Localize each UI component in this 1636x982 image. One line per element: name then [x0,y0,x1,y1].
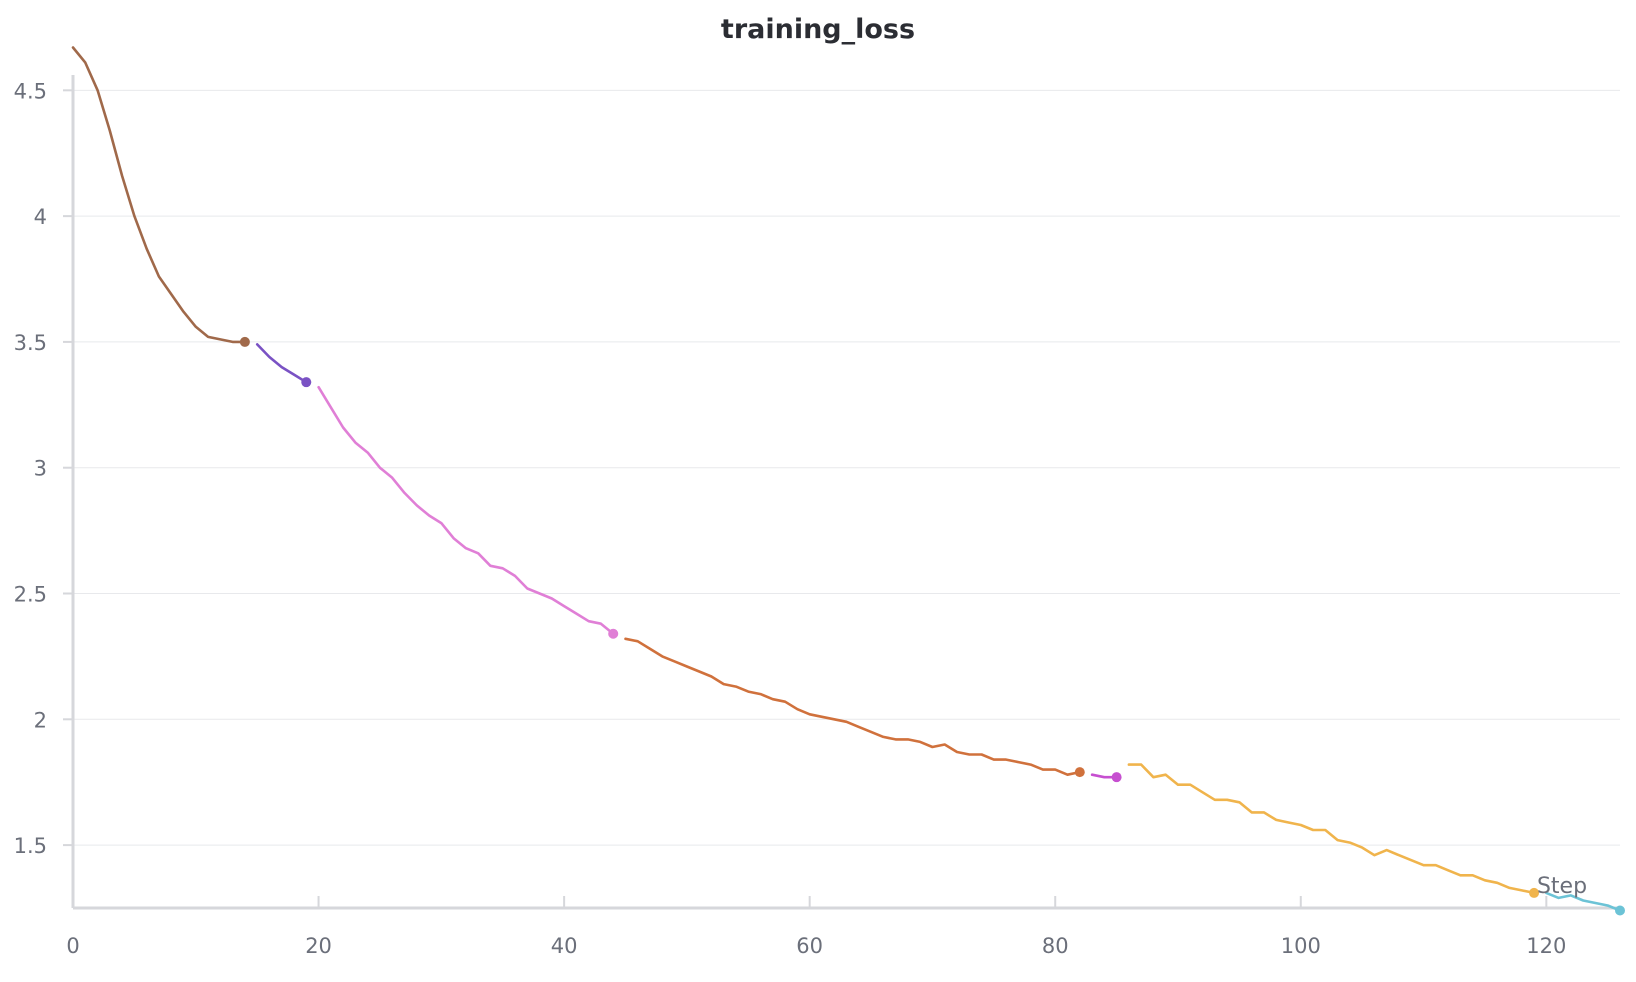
x-tick-label: 80 [1042,934,1069,958]
series-end-marker-5 [1111,772,1122,783]
series-end-marker-7 [1615,905,1625,916]
series-line-6 [1127,763,1536,895]
series-layer [71,46,1625,916]
series-line-4 [624,637,1082,777]
x-tick-label: 120 [1526,934,1566,958]
y-tick-label: 4.5 [14,79,47,103]
y-tick-label: 1.5 [14,834,47,858]
x-tick-label: 100 [1281,934,1321,958]
series-line-7 [1545,891,1622,912]
series-end-marker-6 [1529,887,1540,898]
series-end-marker-2 [301,377,312,388]
series-end-marker-1 [239,336,250,347]
x-axis-label: Step [1537,874,1587,899]
x-tick-label: 0 [66,934,79,958]
y-tick-label: 2 [34,708,47,732]
series-end-marker-4 [1074,767,1085,778]
series-line-2 [255,343,308,384]
axes: 1.5 2 2.5 3 3.5 4 4.5 0 20 40 60 80 100 120 [14,75,1620,958]
x-tick-label: 40 [551,934,578,958]
x-tick-label: 60 [796,934,823,958]
chart-title: training_loss [720,14,916,45]
series-line-1 [71,46,247,344]
series-line-3 [317,385,615,636]
y-tick-label: 2.5 [14,583,47,607]
y-tick-label: 3.5 [14,331,47,355]
y-tick-label: 4 [34,205,47,229]
y-tick-label: 3 [34,457,47,481]
grid-lines [73,89,1620,846]
x-tick-label: 20 [305,934,332,958]
series-end-marker-3 [608,628,619,639]
